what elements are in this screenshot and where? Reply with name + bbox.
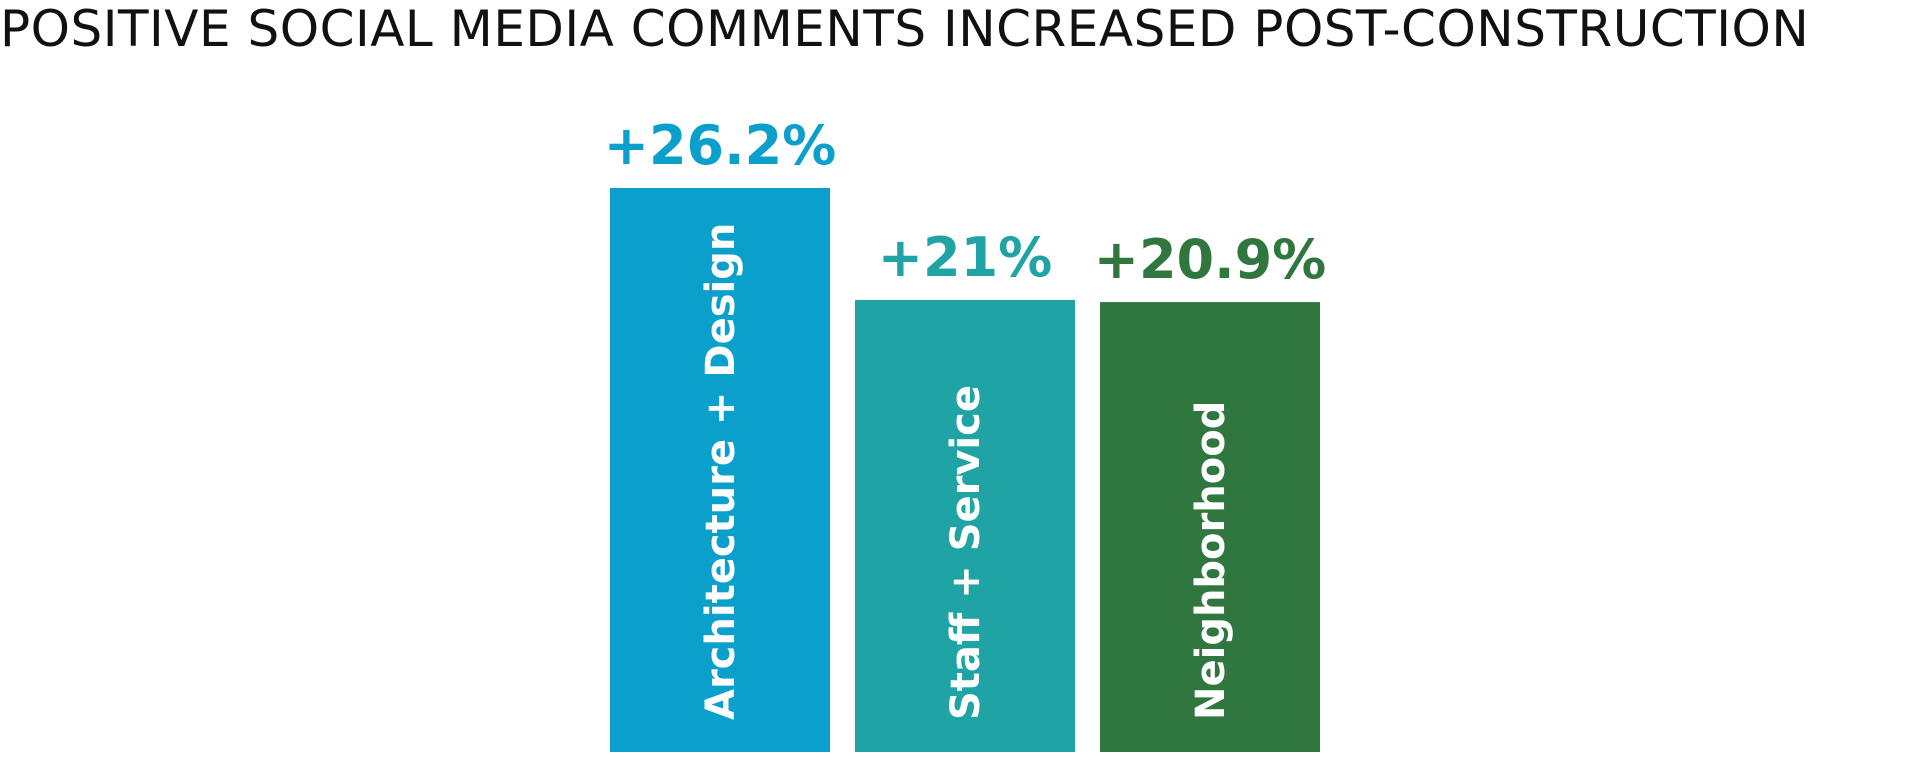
- bar-staff-service: [855, 299, 1075, 752]
- category-label-neighborhood: Neighborhood: [1188, 401, 1234, 720]
- value-label-neighborhood: +20.9%: [1094, 228, 1327, 291]
- bar-architecture-design: [610, 188, 830, 752]
- chart-title: POSITIVE SOCIAL MEDIA COMMENTS INCREASED…: [0, 0, 1810, 58]
- value-label-architecture-design: +26.2%: [604, 114, 837, 177]
- category-label-architecture-design: Architecture + Design: [698, 223, 744, 720]
- value-label-staff-service: +21%: [878, 226, 1053, 289]
- category-label-staff-service: Staff + Service: [943, 385, 989, 720]
- bar-neighborhood: [1100, 302, 1320, 752]
